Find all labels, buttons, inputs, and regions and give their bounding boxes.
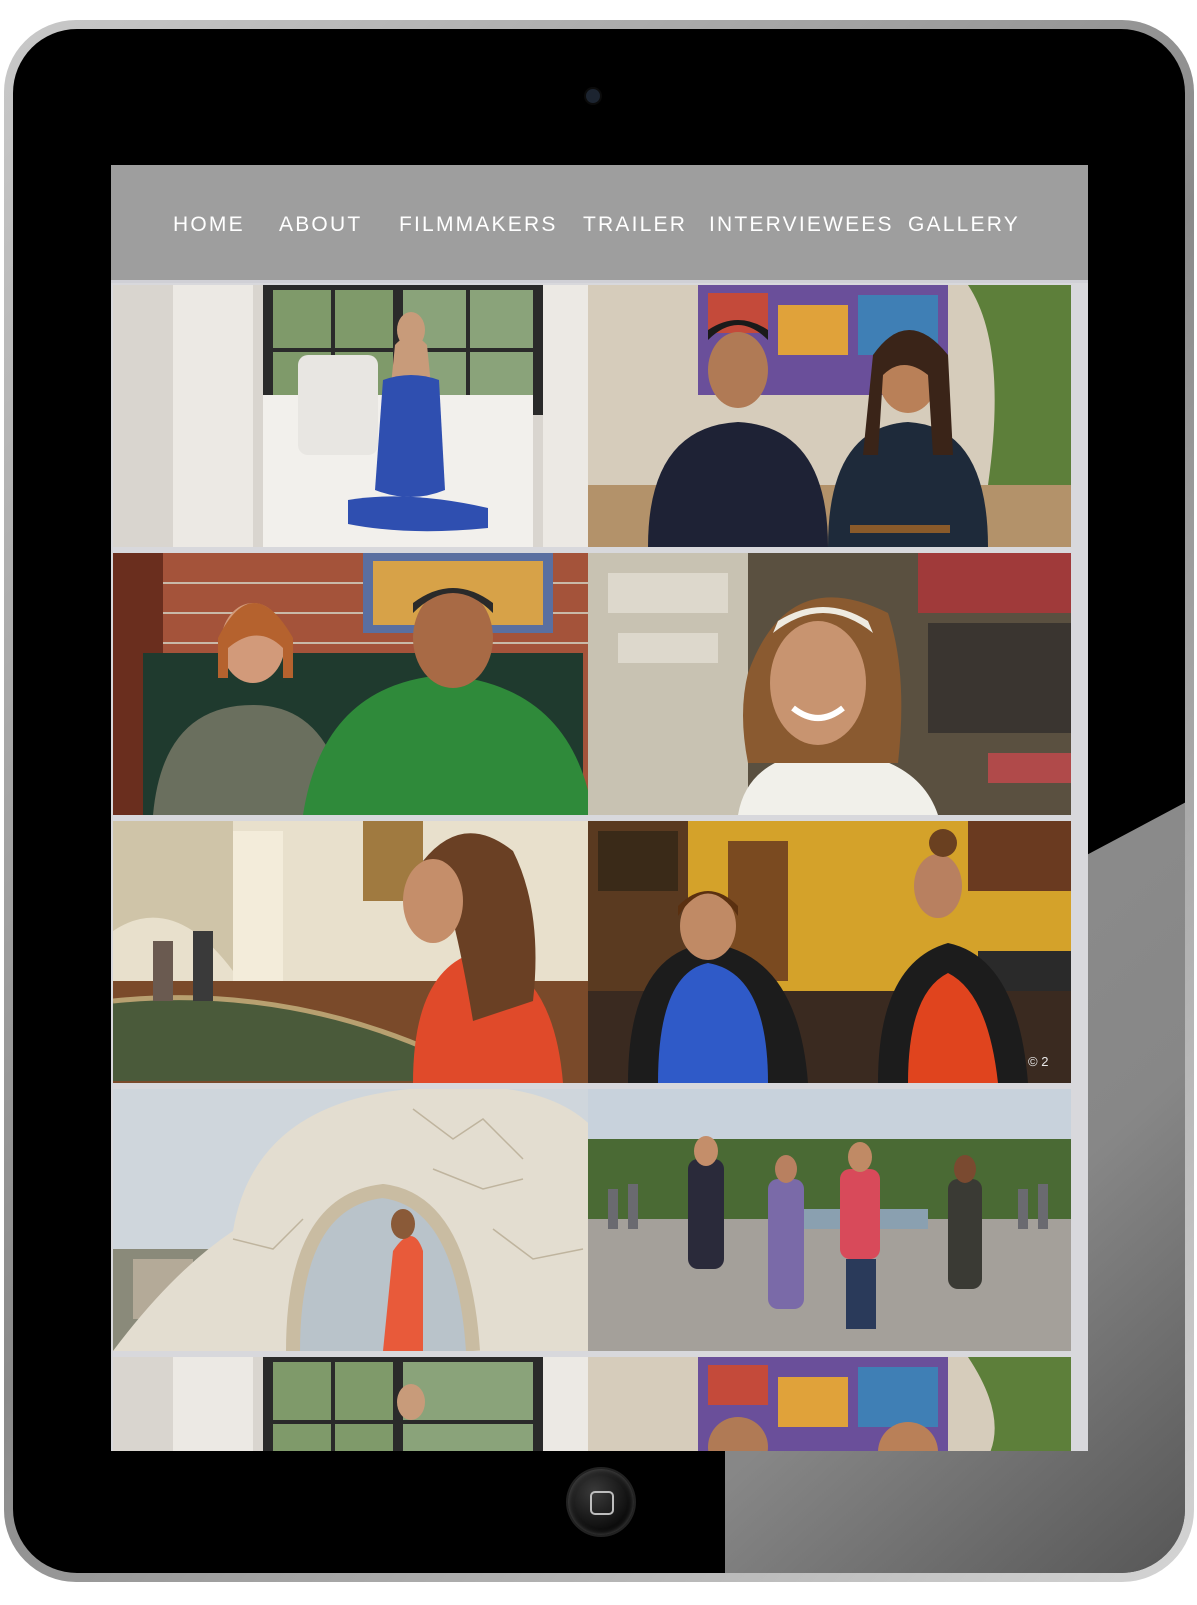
nav-about[interactable]: ABOUT [279, 213, 363, 236]
gallery-photo-3[interactable] [113, 553, 596, 815]
front-camera-icon [586, 89, 600, 103]
photo-watermark: © 2 [1028, 1054, 1048, 1069]
gallery-photo-4[interactable] [588, 553, 1071, 815]
nav-home[interactable]: HOME [173, 213, 245, 236]
browser-screen: HOME ABOUT FILMMAKERS TRAILER INTERVIEWE… [111, 165, 1088, 1451]
nav-interviewees[interactable]: INTERVIEWEES [709, 213, 894, 236]
nav-trailer[interactable]: TRAILER [583, 213, 688, 236]
gallery-photo-6[interactable]: © 2 [588, 821, 1071, 1083]
nav-gallery[interactable]: GALLERY [908, 213, 1020, 236]
main-nav: HOME ABOUT FILMMAKERS TRAILER INTERVIEWE… [111, 165, 1088, 283]
gallery-photo-10[interactable] [588, 1357, 1071, 1451]
gallery-photo-7[interactable] [113, 1089, 596, 1351]
nav-filmmakers[interactable]: FILMMAKERS [399, 213, 558, 236]
gallery-photo-2[interactable] [588, 285, 1071, 547]
gallery-photo-8[interactable] [588, 1089, 1071, 1351]
tablet-frame: HOME ABOUT FILMMAKERS TRAILER INTERVIEWE… [4, 20, 1194, 1582]
gallery-photo-9[interactable] [113, 1357, 596, 1451]
tablet-bezel: HOME ABOUT FILMMAKERS TRAILER INTERVIEWE… [13, 29, 1185, 1573]
home-button[interactable] [568, 1469, 634, 1535]
gallery-photo-1[interactable] [113, 285, 596, 547]
gallery-photo-5[interactable] [113, 821, 596, 1083]
home-square-icon [590, 1491, 614, 1515]
